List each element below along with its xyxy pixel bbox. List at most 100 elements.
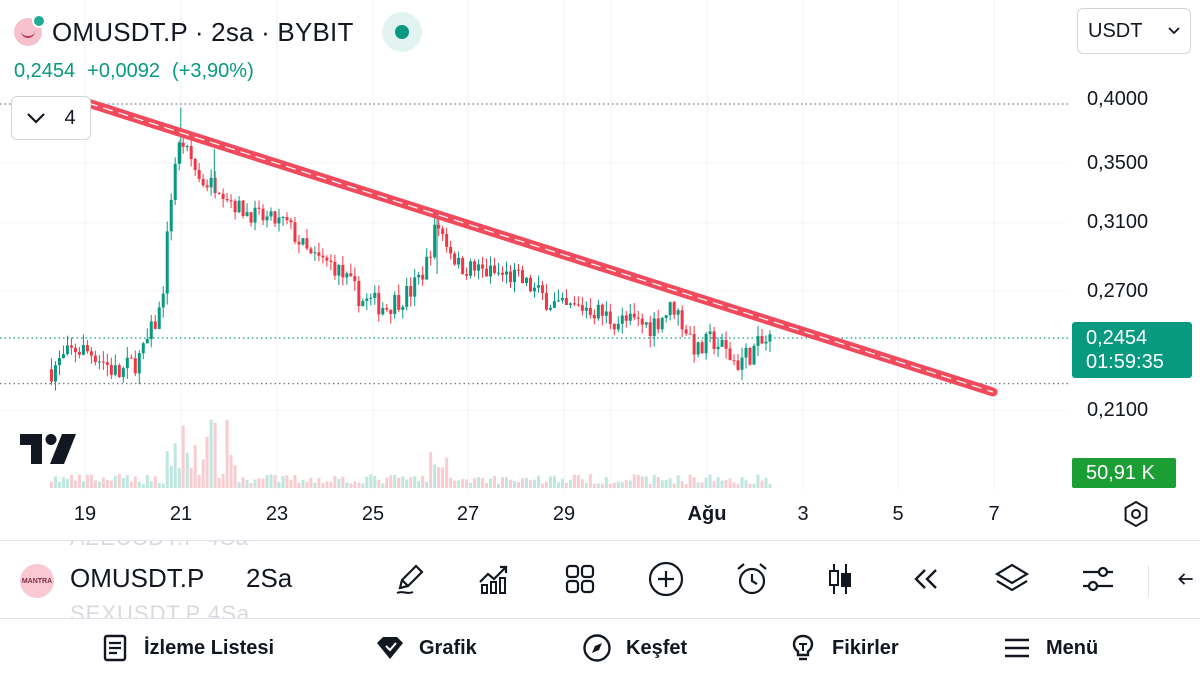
volume-bar bbox=[489, 478, 493, 488]
candle-body bbox=[337, 264, 341, 276]
candle-body bbox=[265, 216, 269, 221]
nav-watchlist[interactable]: İzleme Listesi bbox=[100, 633, 274, 663]
volume-bar bbox=[389, 475, 393, 488]
candle-body bbox=[660, 317, 664, 330]
alert-button[interactable] bbox=[732, 559, 772, 599]
candle-body bbox=[385, 307, 389, 310]
arrow-left-icon bbox=[1178, 573, 1193, 585]
volume-bar bbox=[453, 480, 457, 488]
volume-bar bbox=[177, 467, 181, 488]
candle-body bbox=[77, 352, 81, 355]
candle-body bbox=[233, 200, 237, 213]
indicators-collapse-button[interactable]: 4 bbox=[11, 96, 91, 140]
candle-body bbox=[612, 323, 616, 330]
nav-explore[interactable]: Keşfet bbox=[582, 633, 687, 663]
nav-menu[interactable]: Menü bbox=[1002, 633, 1098, 663]
candle-body bbox=[301, 238, 305, 245]
candle-body bbox=[716, 346, 720, 350]
candle-body bbox=[421, 274, 425, 280]
candle-body bbox=[193, 159, 197, 170]
toolbar-scroll-button[interactable] bbox=[1172, 559, 1200, 599]
candle-body bbox=[516, 269, 520, 271]
candle-body bbox=[261, 208, 265, 221]
price-chart[interactable] bbox=[0, 0, 1200, 540]
chart-area[interactable]: OMUSDT.P · 2sa · BYBIT 0,2454 +0,0092 (+… bbox=[0, 0, 1200, 540]
chart-type-button[interactable] bbox=[820, 559, 860, 599]
candle-body bbox=[205, 185, 209, 188]
volume-bar bbox=[576, 475, 580, 488]
layouts-button[interactable] bbox=[560, 559, 600, 599]
symbol-title[interactable]: OMUSDT.P · 2sa · BYBIT bbox=[52, 16, 354, 47]
candle-body bbox=[728, 348, 732, 361]
market-open-indicator[interactable] bbox=[381, 12, 422, 52]
candle-body bbox=[465, 274, 469, 276]
volume-bar bbox=[401, 476, 405, 488]
candle-body bbox=[596, 304, 600, 319]
candle-body bbox=[592, 314, 596, 319]
trendline[interactable] bbox=[83, 98, 998, 397]
list-icon bbox=[103, 634, 127, 662]
candle-body bbox=[684, 329, 688, 334]
add-symbol-button[interactable] bbox=[646, 559, 686, 599]
volume-bar bbox=[321, 482, 325, 488]
drawing-tools-button[interactable] bbox=[390, 559, 430, 599]
volume-bar bbox=[668, 478, 672, 488]
candle-body bbox=[752, 345, 756, 365]
candle-body bbox=[285, 217, 289, 221]
candle-body bbox=[253, 207, 257, 223]
volume-bar bbox=[628, 480, 632, 488]
symbol-header: OMUSDT.P · 2sa · BYBIT bbox=[14, 12, 422, 52]
object-tree-button[interactable] bbox=[992, 559, 1032, 599]
candle-body bbox=[604, 311, 608, 316]
volume-bar bbox=[49, 481, 53, 488]
candle-body bbox=[652, 318, 656, 337]
volume-bar bbox=[257, 478, 261, 488]
nav-chart[interactable]: Grafik bbox=[375, 633, 477, 663]
candle-body bbox=[321, 255, 325, 258]
candle-body bbox=[313, 252, 317, 254]
candle-body bbox=[257, 207, 261, 209]
nav-ideas[interactable]: Fikirler bbox=[788, 633, 899, 663]
candle-body bbox=[361, 300, 365, 307]
candle-body bbox=[413, 277, 417, 297]
volume-bar bbox=[768, 483, 772, 488]
toolbar-interval[interactable]: 2Sa bbox=[246, 563, 293, 593]
volume-bar bbox=[409, 477, 413, 488]
chart-settings-icon[interactable] bbox=[1122, 500, 1150, 528]
volume-bar bbox=[53, 476, 57, 488]
chevron-down-icon bbox=[27, 113, 46, 124]
volume-bar bbox=[536, 475, 540, 488]
indicators-button[interactable] bbox=[474, 559, 514, 599]
candle-body bbox=[445, 234, 449, 247]
candle-body bbox=[357, 281, 361, 307]
symbol-logo[interactable] bbox=[14, 14, 46, 46]
toolbar-symbol[interactable]: OMUSDT.P bbox=[70, 563, 205, 593]
volume-tag: 50,91 K bbox=[1072, 458, 1176, 488]
volume-bar bbox=[421, 475, 425, 488]
volume-bar bbox=[588, 474, 592, 488]
volume-bar bbox=[193, 445, 197, 488]
candle-body bbox=[73, 347, 77, 353]
symbol-logo[interactable]: MANTRA bbox=[20, 564, 54, 598]
candle-body bbox=[449, 246, 453, 254]
chart-settings-button[interactable] bbox=[1078, 559, 1118, 599]
volume-bar bbox=[644, 476, 648, 488]
volume-bar bbox=[604, 477, 608, 488]
candle-body bbox=[485, 268, 489, 277]
candle-body bbox=[433, 224, 437, 258]
replay-button[interactable] bbox=[906, 559, 946, 599]
time-axis-label: 7 bbox=[988, 503, 1000, 525]
compass-icon bbox=[583, 634, 611, 662]
candle-body bbox=[756, 336, 760, 346]
candle-body bbox=[317, 252, 321, 256]
volume-bar bbox=[201, 459, 205, 488]
candle-body bbox=[580, 305, 584, 311]
candles-icon bbox=[829, 564, 851, 594]
currency-select[interactable]: USDT bbox=[1077, 8, 1191, 54]
volume-bar bbox=[185, 452, 189, 488]
volume-bar bbox=[716, 477, 720, 488]
chart-diamond-icon bbox=[377, 637, 403, 659]
volume-bar bbox=[253, 479, 257, 488]
volume-bar bbox=[692, 477, 696, 488]
candle-body bbox=[664, 315, 668, 318]
